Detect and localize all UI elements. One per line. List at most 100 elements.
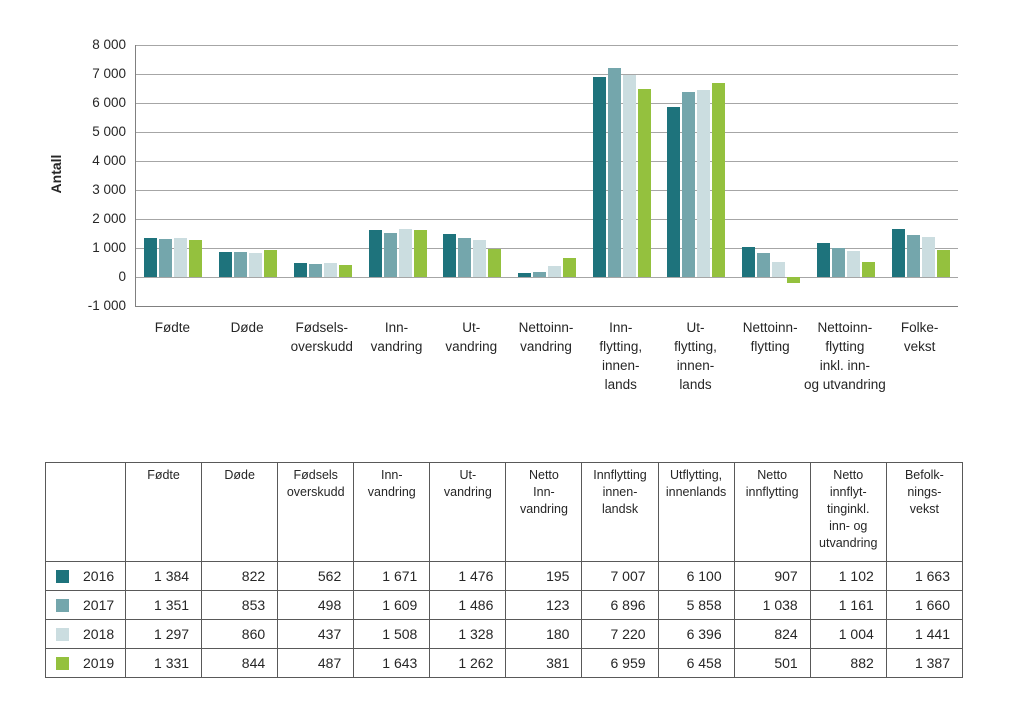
y-tick-label: 2 000 [92, 211, 126, 226]
bar [891, 228, 905, 277]
bar [757, 253, 771, 277]
bar [249, 252, 263, 277]
table-cell: 180 [505, 619, 583, 649]
table-cell: 1 004 [809, 619, 887, 649]
x-category-label: Nettoinn- flytting [742, 320, 798, 354]
column-header: Netto Inn- vandring [505, 462, 583, 562]
gridline [136, 74, 958, 75]
gridline [136, 190, 958, 191]
x-category-label: Ut- vandring [445, 320, 498, 354]
table-cell: 1 102 [809, 561, 887, 591]
gridline [136, 277, 958, 278]
table-cell: 1 643 [353, 648, 431, 678]
bar [189, 239, 203, 277]
table-cell: 844 [201, 648, 279, 678]
x-category-label: Nettoinn- flytting inkl. inn- og utvandr… [804, 320, 886, 392]
bar [368, 230, 382, 277]
x-category-label: Nettoinn- vandring [518, 320, 574, 354]
x-category-label: Inn- vandring [370, 320, 423, 354]
table-cell: 1 660 [885, 590, 964, 620]
table-cell: 6 896 [581, 590, 659, 620]
bar [712, 82, 726, 277]
table-cell: 5 858 [657, 590, 735, 620]
column-header [45, 462, 126, 562]
y-tick-label: 8 000 [92, 37, 126, 52]
bar [548, 265, 561, 277]
bar [936, 250, 950, 277]
table-cell: 1 476 [429, 561, 507, 591]
y-tick-label: 0 [118, 269, 126, 284]
column-header: Netto innflyt- tinginkl. inn- og utvandr… [809, 462, 887, 562]
legend-year-wrap: 2018 [56, 626, 123, 642]
column-header: Inn- vandring [353, 462, 431, 562]
column-header: Fødte [124, 462, 203, 562]
table-row: 2019 1 331 844 487 1 643 1 262 381 6 959 6 458 50… [45, 648, 964, 678]
table-cell: 6 458 [657, 648, 735, 678]
table-cell: 562 [277, 561, 355, 591]
table-cell: 860 [201, 619, 279, 649]
legend-year-wrap: 2019 [56, 655, 123, 671]
table-body: 2016 1 384 822 562 1 671 1 476 195 7 007 6 100 90… [45, 561, 964, 678]
legend-swatch-2019 [56, 656, 69, 670]
bar [264, 250, 278, 277]
x-category-label: Ut- flytting, innen- lands [674, 320, 717, 392]
bar [906, 235, 920, 277]
year-label: 2018 [83, 626, 115, 642]
bar [234, 252, 248, 277]
bar [637, 88, 651, 277]
column-header: Innflytting innen- landsk [581, 462, 659, 562]
table-row: 2017 1 351 853 498 1 609 1 486 123 6 896 5 858 1 … [45, 590, 964, 620]
y-tick-label: 1 000 [92, 240, 126, 255]
gridline [136, 248, 958, 249]
table-cell: 824 [733, 619, 811, 649]
table-header-row: Fødte Døde Fødsels overskudd Inn- vandring U… [45, 462, 964, 562]
legend-year-wrap: 2016 [56, 568, 123, 584]
table-cell: 1 331 [124, 648, 203, 678]
legend-swatch-2018 [56, 627, 69, 641]
bar [682, 91, 696, 277]
column-header: Netto innflytting [733, 462, 811, 562]
legend-year-cell: 2018 [45, 619, 126, 649]
table-cell: 1 351 [124, 590, 203, 620]
bar [293, 262, 307, 277]
table-cell: 882 [809, 648, 887, 678]
gridline [136, 132, 958, 133]
y-tick-label: 4 000 [92, 153, 126, 168]
column-header: Døde [201, 462, 279, 562]
table-cell: 1 609 [353, 590, 431, 620]
table-cell: 1 038 [733, 590, 811, 620]
x-category-label: Fødte [154, 320, 190, 335]
bar [921, 236, 935, 277]
x-category-label: Døde [230, 320, 264, 335]
bar [563, 257, 576, 277]
bar [338, 265, 352, 277]
table-cell: 1 671 [353, 561, 431, 591]
legend-swatch-2016 [56, 569, 69, 583]
table-cell: 1 663 [885, 561, 964, 591]
table-cell: 487 [277, 648, 355, 678]
bar [308, 264, 322, 277]
gridline [136, 103, 958, 104]
y-tick-label: 6 000 [92, 95, 126, 110]
table-cell: 907 [733, 561, 811, 591]
table-cell: 7 007 [581, 561, 659, 591]
column-header: Befolk- nings- vekst [885, 462, 964, 562]
bar [787, 277, 801, 283]
table-row: 2016 1 384 822 562 1 671 1 476 195 7 007 6 100 90… [45, 561, 964, 591]
bar [518, 273, 531, 277]
bar [697, 89, 711, 277]
bar [174, 238, 188, 277]
table-cell: 498 [277, 590, 355, 620]
gridline [136, 45, 958, 46]
bar [159, 239, 173, 277]
bar [861, 261, 875, 277]
legend-year-cell: 2016 [45, 561, 126, 591]
column-header: Fødsels overskudd [277, 462, 355, 562]
bar [592, 77, 606, 277]
x-category-label: Fødsels- overskudd [290, 320, 353, 354]
bar [458, 238, 472, 277]
legend-year-cell: 2019 [45, 648, 126, 678]
bar [533, 271, 546, 277]
table-cell: 822 [201, 561, 279, 591]
